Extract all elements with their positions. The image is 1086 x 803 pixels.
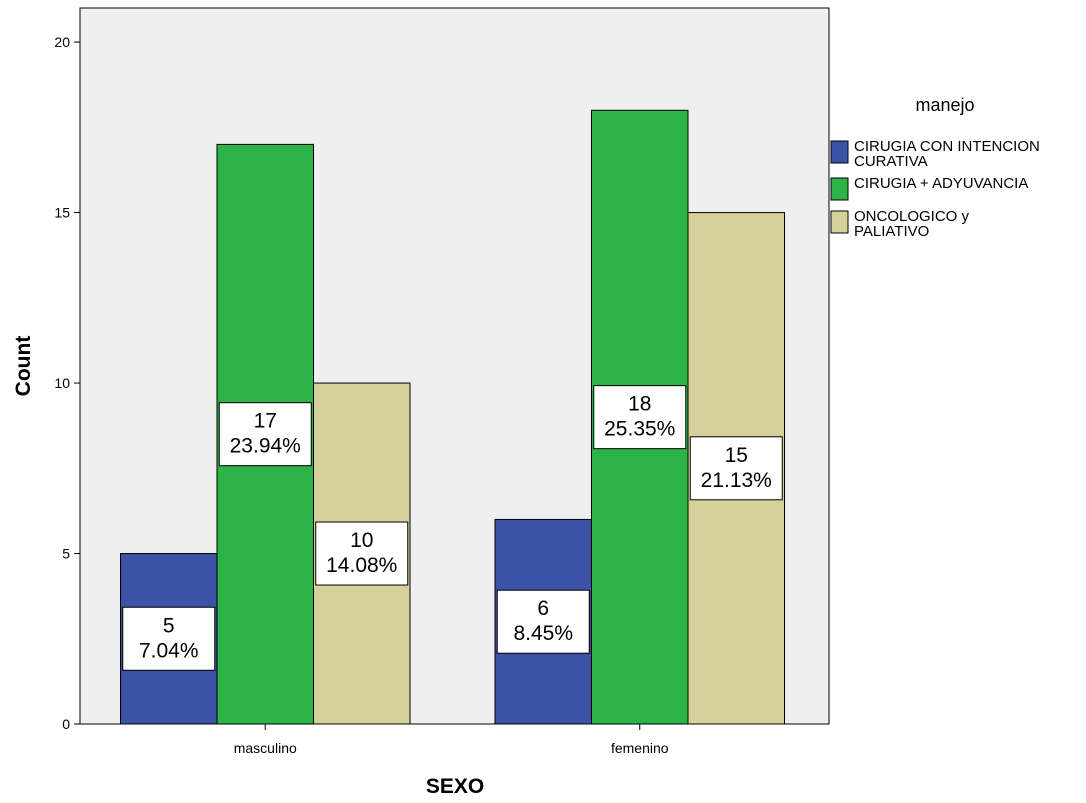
data-label-box [122, 606, 216, 671]
legend-swatch [830, 210, 849, 234]
y-axis: 0 5 10 15 20 [54, 34, 80, 732]
data-label: 5 [163, 614, 175, 637]
data-label: 15 [725, 444, 748, 467]
data-label-box [315, 521, 409, 586]
x-axis: masculino femenino [234, 724, 669, 756]
data-label: 17 [254, 410, 277, 433]
y-tick-label: 20 [54, 34, 70, 50]
data-label-box [593, 385, 687, 450]
data-label-box [496, 589, 590, 654]
data-label: 14.08% [326, 554, 397, 577]
x-tick-label: masculino [234, 740, 297, 756]
y-tick-label: 10 [54, 375, 70, 391]
data-label: 25.35% [604, 418, 675, 441]
legend-label: PALIATIVO [854, 223, 929, 240]
legend-label: ONCOLOGICO y [854, 208, 970, 225]
legend-swatch [830, 140, 849, 164]
data-label-box [218, 402, 312, 467]
x-axis-title: SEXO [426, 775, 484, 798]
data-label: 10 [350, 529, 373, 552]
y-axis-title: Count [12, 336, 35, 397]
legend-label: CIRUGIA + ADYUVANCIA [854, 175, 1028, 192]
legend-label: CIRUGIA CON INTENCION [854, 138, 1040, 155]
y-tick-label: 5 [62, 546, 70, 562]
data-label: 18 [628, 393, 651, 416]
data-label: 23.94% [230, 435, 301, 458]
legend-label: CURATIVA [854, 153, 928, 170]
legend-swatch [830, 177, 849, 201]
data-label: 21.13% [701, 469, 772, 492]
data-label: 8.45% [513, 622, 573, 645]
data-label: 7.04% [139, 639, 199, 662]
x-tick-label: femenino [611, 740, 669, 756]
y-tick-label: 15 [54, 205, 70, 221]
data-label-box [689, 436, 783, 501]
legend-title: manejo [915, 95, 974, 115]
data-label: 6 [537, 597, 549, 620]
y-tick-label: 0 [62, 716, 70, 732]
